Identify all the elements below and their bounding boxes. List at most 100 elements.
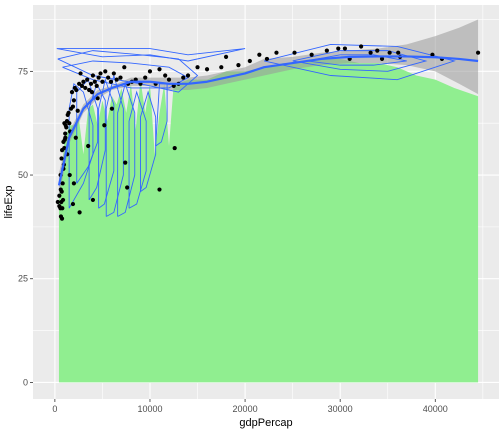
data-point: [71, 181, 76, 186]
data-point: [264, 56, 270, 62]
area-layer: [58, 58, 479, 383]
data-point: [143, 75, 148, 80]
data-point: [122, 65, 127, 70]
data-point: [62, 121, 67, 126]
density-contour: [105, 75, 124, 217]
data-point: [81, 79, 86, 84]
data-point: [375, 48, 380, 53]
data-point: [70, 201, 76, 207]
density-contour: [76, 78, 99, 184]
data-point: [98, 71, 103, 76]
x-tick-label: 20000: [233, 404, 258, 414]
data-point: [60, 206, 65, 211]
data-point: [67, 172, 72, 178]
data-point: [324, 48, 329, 53]
data-point: [111, 71, 116, 76]
data-point: [379, 56, 385, 62]
data-point: [61, 139, 66, 144]
data-point: [59, 189, 64, 194]
data-point: [95, 96, 100, 101]
data-point: [336, 46, 341, 51]
data-point: [342, 46, 348, 51]
data-point: [102, 123, 107, 128]
data-point: [74, 87, 79, 93]
data-point: [309, 52, 314, 57]
data-point: [185, 73, 191, 78]
data-point: [257, 52, 262, 57]
data-point: [387, 50, 392, 55]
density-area: [58, 58, 479, 383]
density-contour: [263, 43, 456, 81]
data-point: [92, 79, 97, 84]
density-contour: [68, 82, 94, 209]
data-point: [67, 121, 72, 126]
data-point: [368, 50, 373, 55]
data-point: [195, 65, 200, 70]
data-point: [79, 83, 85, 88]
data-point: [396, 50, 401, 55]
data-point: [88, 81, 94, 86]
data-point: [73, 135, 78, 140]
data-point: [163, 73, 168, 78]
data-point: [181, 75, 186, 80]
data-point: [70, 104, 76, 109]
data-point: [157, 67, 162, 72]
data-point: [236, 63, 241, 68]
data-point: [100, 79, 105, 84]
ribbon-layer: [58, 19, 479, 198]
data-point: [108, 79, 114, 84]
data-point: [71, 98, 76, 103]
data-point: [219, 65, 224, 70]
x-axis-title: gdpPercap: [239, 417, 292, 429]
y-tick-label: 75: [18, 66, 28, 76]
data-point: [475, 50, 481, 55]
data-point: [114, 77, 119, 82]
density-contour: [292, 50, 428, 72]
data-point: [77, 210, 82, 215]
data-point: [60, 181, 65, 186]
data-point: [204, 67, 210, 72]
data-point: [69, 89, 75, 95]
data-point: [223, 54, 229, 59]
y-axis-ticks: 0 25 50 75: [18, 66, 33, 387]
data-point: [90, 197, 96, 203]
data-point: [109, 106, 115, 111]
density-contour: [306, 54, 407, 66]
x-tick-label: 10000: [137, 404, 162, 414]
density-contour: [88, 82, 106, 201]
x-axis-ticks: 0 10000 20000 30000 40000: [52, 399, 448, 414]
y-tick-label: 25: [18, 274, 28, 284]
data-point: [157, 187, 162, 192]
data-point: [60, 148, 65, 153]
data-point: [85, 77, 90, 82]
data-point: [75, 108, 80, 113]
x-tick-label: 40000: [423, 404, 448, 414]
data-point: [359, 44, 364, 49]
y-axis-title: lifeExp: [3, 185, 15, 218]
data-point: [57, 193, 62, 198]
data-point: [123, 160, 128, 165]
x-tick-label: 0: [52, 404, 57, 414]
data-point: [57, 204, 62, 209]
data-point: [59, 216, 65, 221]
smooth-layer: [57, 55, 479, 186]
data-point: [106, 75, 111, 80]
data-point: [166, 77, 172, 82]
data-point: [66, 110, 71, 115]
density-contour: [128, 90, 147, 209]
data-point: [274, 50, 279, 55]
contour-layer: [56, 43, 456, 217]
y-tick-label: 0: [23, 377, 28, 387]
data-point: [147, 69, 153, 74]
data-point: [96, 75, 101, 80]
data-point: [247, 58, 252, 64]
data-point: [60, 197, 66, 203]
density-contour: [117, 82, 136, 217]
y-tick-label: 50: [18, 170, 28, 180]
data-point: [55, 199, 60, 205]
data-point: [59, 156, 64, 161]
data-point: [63, 131, 68, 136]
data-point: [63, 135, 68, 140]
data-point: [89, 89, 95, 95]
